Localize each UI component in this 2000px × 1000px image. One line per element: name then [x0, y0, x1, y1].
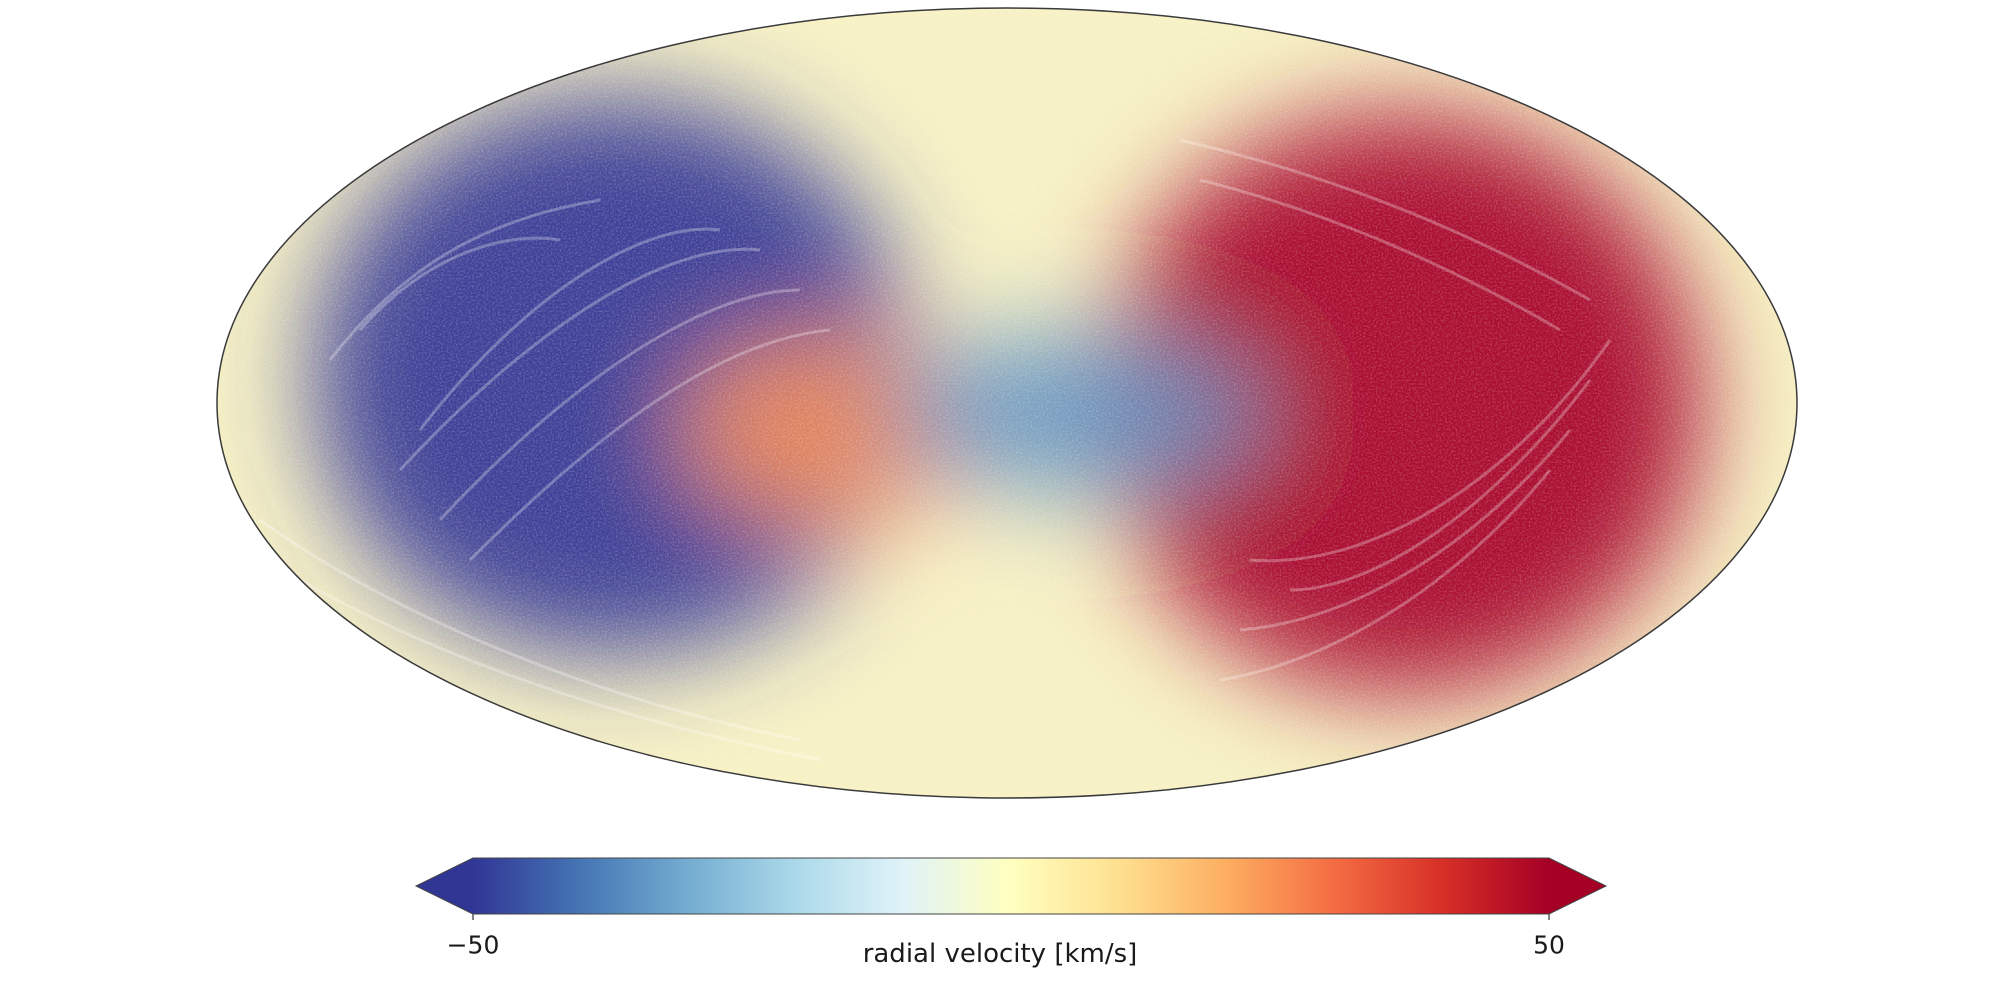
sky-boundary	[216, 7, 1798, 799]
sky-grain	[217, 8, 1797, 798]
colorbar-extend-high	[1549, 858, 1606, 914]
colorbar-label: radial velocity [km/s]	[863, 939, 1138, 969]
colorbar-tick-label-min: −50	[447, 930, 500, 959]
colorbar: −50 50 radial velocity [km/s]	[414, 857, 1608, 969]
colorbar-body	[473, 858, 1549, 914]
sky-map	[216, 7, 1798, 799]
colorbar-extend-low	[416, 858, 473, 914]
colorbar-tick-label-max: 50	[1533, 930, 1565, 959]
